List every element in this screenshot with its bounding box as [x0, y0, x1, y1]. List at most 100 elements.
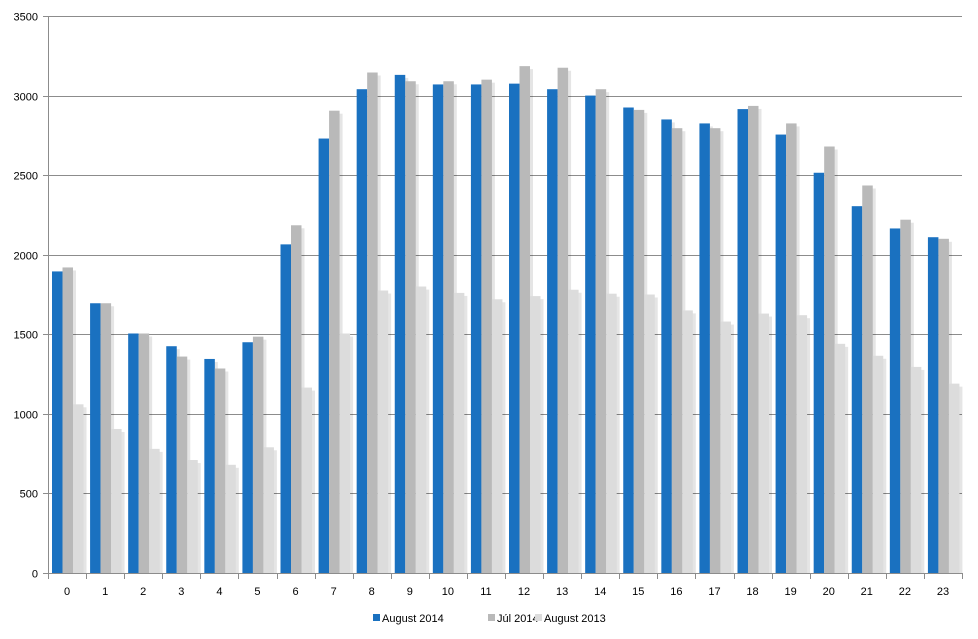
legend-label: Júl 2014	[497, 613, 539, 625]
bar	[432, 84, 444, 573]
legend-label: August 2014	[382, 613, 444, 625]
y-tick-label: 500	[20, 489, 38, 501]
x-tick-label: 23	[937, 586, 949, 598]
bar	[568, 289, 579, 573]
bar	[758, 313, 769, 573]
y-tick-label: 2500	[14, 171, 38, 183]
bar	[585, 95, 596, 574]
x-tick-label: 10	[442, 586, 454, 598]
bar	[443, 81, 454, 574]
bar	[242, 342, 253, 573]
bar	[699, 123, 710, 574]
bars	[52, 66, 963, 574]
bar	[405, 81, 416, 574]
y-tick-label: 1000	[14, 410, 38, 422]
bar	[709, 128, 721, 573]
bar	[927, 237, 939, 574]
bar	[530, 296, 541, 573]
bar	[52, 271, 63, 573]
bar	[491, 299, 503, 573]
legend-swatch	[488, 614, 495, 621]
legend-label: August 2013	[544, 613, 606, 625]
bar	[100, 303, 112, 573]
bar	[470, 84, 482, 573]
x-tick-label: 1	[102, 586, 108, 598]
bar	[339, 333, 351, 573]
bar	[214, 368, 226, 573]
x-tick-label: 15	[632, 586, 644, 598]
x-tick-label: 14	[594, 586, 606, 598]
legend-swatch	[535, 614, 542, 621]
bar	[415, 286, 427, 573]
bar	[187, 460, 198, 573]
bar	[910, 366, 922, 573]
x-tick-label: 20	[823, 586, 835, 598]
x-tick-label: 17	[708, 586, 720, 598]
bar	[73, 404, 84, 573]
bar	[889, 228, 901, 573]
bar	[301, 387, 312, 573]
bar	[225, 464, 236, 573]
bar	[204, 358, 215, 573]
bar	[166, 346, 177, 573]
bar	[547, 89, 558, 573]
bar	[394, 74, 406, 573]
x-tick-label: 22	[899, 586, 911, 598]
bar	[481, 79, 492, 574]
bar	[291, 225, 302, 573]
bar	[644, 294, 655, 573]
bar	[786, 123, 797, 574]
y-axis-ticks: 0 500 1000 1500 2000 2500 3000 3500	[14, 12, 48, 581]
bar	[62, 267, 73, 573]
bar	[682, 310, 693, 573]
x-tick-label: 5	[254, 586, 260, 598]
x-axis-ticks: 0 1 2 3 4 5 6 7 8 9 10 11 12 13 14 15 16 17 18 19 20 21 22 23	[48, 573, 963, 598]
bar	[737, 109, 748, 573]
bar	[813, 172, 825, 573]
bar	[280, 244, 291, 573]
bar	[851, 206, 863, 573]
bar	[138, 333, 150, 573]
x-tick-label: 18	[746, 586, 758, 598]
bar	[252, 336, 264, 573]
bar	[748, 105, 759, 573]
y-tick-label: 1500	[14, 330, 38, 342]
bar	[872, 355, 884, 573]
y-tick-label: 3500	[14, 12, 38, 24]
bar	[900, 219, 911, 573]
y-tick-label: 2000	[14, 251, 38, 263]
bar	[633, 109, 645, 573]
x-tick-label: 12	[518, 586, 530, 598]
bar	[111, 428, 122, 573]
legend: August 2014 Júl 2014 August 2013	[373, 613, 606, 625]
x-tick-label: 2	[140, 586, 146, 598]
y-tick-label: 3000	[14, 92, 38, 104]
bar	[938, 238, 949, 574]
bar	[606, 293, 617, 573]
bar	[775, 134, 787, 573]
bar	[623, 107, 634, 573]
bar	[862, 185, 873, 574]
bar	[453, 292, 465, 573]
legend-swatch	[373, 614, 380, 621]
gridlines	[48, 16, 962, 494]
bar	[377, 290, 389, 573]
y-tick-label: 0	[32, 569, 38, 581]
x-tick-label: 3	[178, 586, 184, 598]
x-tick-label: 0	[64, 586, 70, 598]
bar	[128, 333, 139, 573]
bar	[90, 303, 101, 573]
x-tick-label: 4	[216, 586, 222, 598]
bar	[356, 89, 368, 573]
x-tick-label: 9	[407, 586, 413, 598]
bar	[720, 321, 731, 573]
bar	[263, 447, 274, 573]
bar	[519, 66, 530, 573]
bar	[948, 383, 960, 573]
bar	[796, 315, 808, 573]
bar	[176, 356, 188, 573]
bar	[595, 89, 607, 573]
bar	[509, 83, 520, 573]
bar	[149, 448, 160, 573]
